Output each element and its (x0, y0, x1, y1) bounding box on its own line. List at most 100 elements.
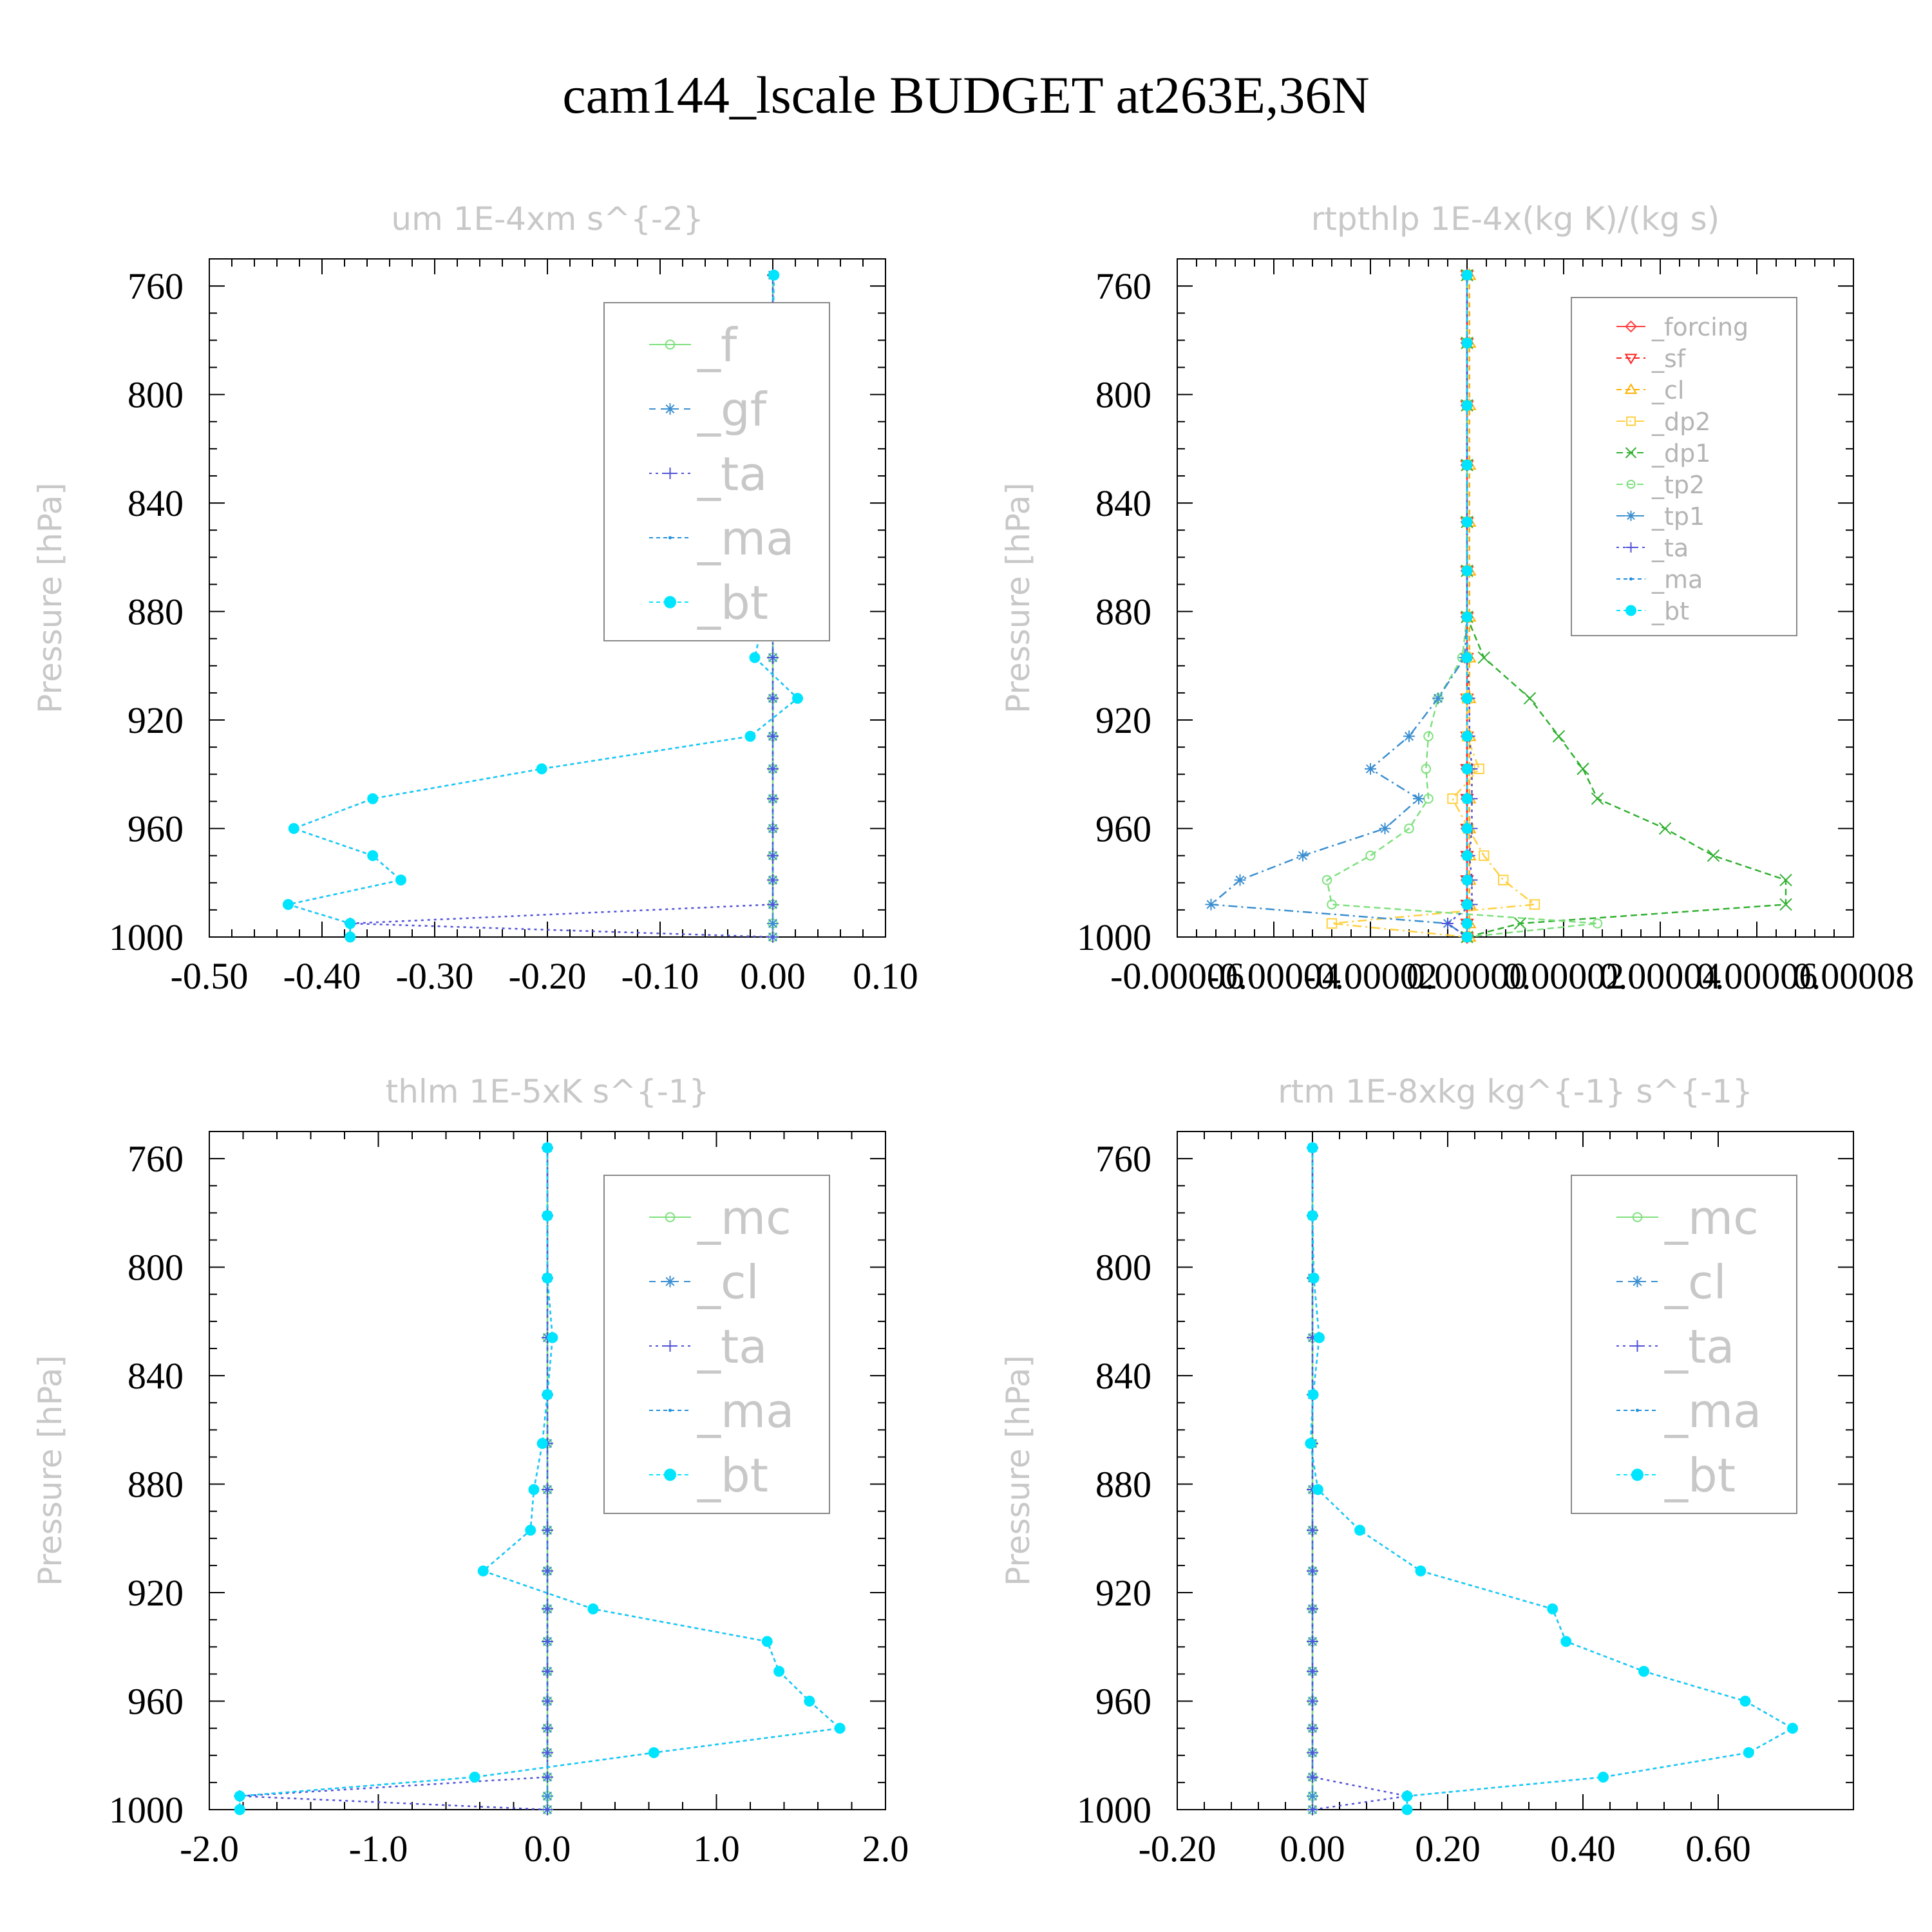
x-tick-label: 0.20 (1415, 1828, 1481, 1870)
point-bt (525, 1524, 536, 1536)
point-tp1 (1379, 822, 1391, 835)
legend-marker (665, 339, 676, 350)
point-ta (542, 1771, 553, 1783)
legend-marker (1631, 1276, 1643, 1287)
legend-entry: _bt (697, 576, 768, 630)
legend-entry: _dp1 (1651, 439, 1710, 468)
point-bt (749, 652, 761, 663)
x-tick-label: 0.00000 (1406, 955, 1528, 997)
point-dp2 (1529, 899, 1540, 910)
point-bt (1461, 337, 1473, 349)
legend-box (1571, 297, 1797, 636)
point-bt (1461, 652, 1473, 663)
legend-entry: _ma (1651, 565, 1703, 594)
point-bt (234, 1790, 245, 1802)
point-bt (542, 1272, 553, 1283)
point-bt (648, 1747, 659, 1759)
point-bt (528, 1484, 540, 1495)
legend-entry: _gf (697, 383, 768, 437)
series-group (234, 1142, 846, 1815)
point-dp1 (1577, 762, 1589, 775)
x-tick-label: 0.00002 (1503, 955, 1625, 997)
legend-entry: _f (697, 318, 738, 372)
point-ta (542, 1804, 553, 1815)
y-tick-label: 800 (128, 374, 184, 416)
point-bt (542, 1210, 553, 1222)
legend-entry: _cl (1651, 376, 1684, 404)
point-ta (767, 730, 779, 743)
point-dp1 (1552, 730, 1566, 743)
point-bt (477, 1565, 489, 1577)
legend-marker (668, 1408, 672, 1412)
legend-marker (1626, 480, 1636, 489)
plot-frame (1177, 1131, 1854, 1810)
point-bt (547, 1332, 558, 1343)
point-bt (1461, 931, 1473, 943)
y-tick-label: 1000 (109, 916, 184, 958)
point-tp1 (1234, 874, 1246, 886)
point-tp2 (1365, 850, 1376, 861)
x-tick-label: -0.40 (283, 955, 361, 997)
point-ta (542, 1603, 553, 1615)
y-tick-label: 840 (128, 482, 184, 524)
point-bt (234, 1804, 245, 1815)
point-tp2 (1592, 918, 1603, 929)
y-tick-label: 880 (128, 591, 184, 633)
y-tick-label: 960 (1095, 808, 1151, 850)
legend-entry: _dp2 (1651, 408, 1710, 436)
legend-entry: _bt (1651, 597, 1689, 625)
legend-marker (664, 1468, 676, 1481)
legend-marker (1625, 320, 1637, 333)
legend-marker (1624, 354, 1638, 365)
point-bt (773, 1665, 785, 1677)
point-ta (767, 849, 779, 862)
legend-marker (664, 1276, 676, 1287)
point-dp1 (1779, 873, 1792, 887)
point-ta (767, 931, 779, 943)
panel-title: rtm 1E-8xkg kg^{-1} s^{-1} (1278, 1073, 1753, 1110)
legend-entry: _ma (697, 1384, 794, 1438)
x-tick-label: -0.20 (1139, 1828, 1217, 1870)
series-line-bt (1310, 1148, 1794, 1810)
x-tick-label: 0.00006 (1696, 955, 1818, 997)
point-ta (767, 652, 779, 664)
y-tick-label: 960 (128, 1681, 184, 1723)
point-tp2 (1327, 899, 1337, 910)
point-dp2 (1326, 918, 1338, 929)
legend-marker (1631, 1340, 1643, 1352)
point-dp2 (1447, 793, 1458, 804)
y-tick-label: 760 (1095, 265, 1151, 307)
point-ta (542, 1524, 553, 1537)
legend-entry: _ma (1664, 1384, 1761, 1438)
legend-marker (1631, 1468, 1643, 1481)
point-ta (767, 762, 779, 775)
x-tick-label: 2.0 (862, 1828, 909, 1870)
legend-entry: _ta (1664, 1320, 1734, 1374)
legend-marker (1626, 416, 1636, 426)
point-dp1 (1658, 822, 1672, 835)
point-bt (834, 1723, 846, 1734)
point-ta (1307, 1665, 1318, 1678)
y-tick-label: 960 (128, 808, 184, 850)
point-bt (345, 918, 356, 929)
series-line-ta (1446, 275, 1473, 938)
point-bt (1354, 1524, 1365, 1536)
point-bt (469, 1771, 480, 1783)
point-bt (804, 1696, 815, 1707)
legend-entry: _ta (697, 1320, 767, 1374)
x-tick-label: 0.00 (1280, 1828, 1345, 1870)
point-dp1 (1523, 692, 1537, 705)
point-ta (1442, 917, 1454, 929)
point-bt (1305, 1437, 1316, 1449)
point-ta (542, 1747, 553, 1759)
x-tick-label: -0.30 (396, 955, 474, 997)
y-tick-label: 840 (1095, 1355, 1151, 1397)
point-bt (1307, 1210, 1318, 1222)
legend-entry: _sf (1651, 345, 1687, 373)
point-dp2 (1479, 850, 1490, 861)
point-cl (542, 1790, 553, 1802)
point-bt (1307, 1389, 1319, 1401)
point-bt (345, 931, 356, 943)
y-axis-label: Pressure [hPa] (999, 1355, 1037, 1586)
chart-panels: um 1E-4xm s^{-2} Pressure [hPa] 760 800 840 8… (32, 200, 1914, 1870)
